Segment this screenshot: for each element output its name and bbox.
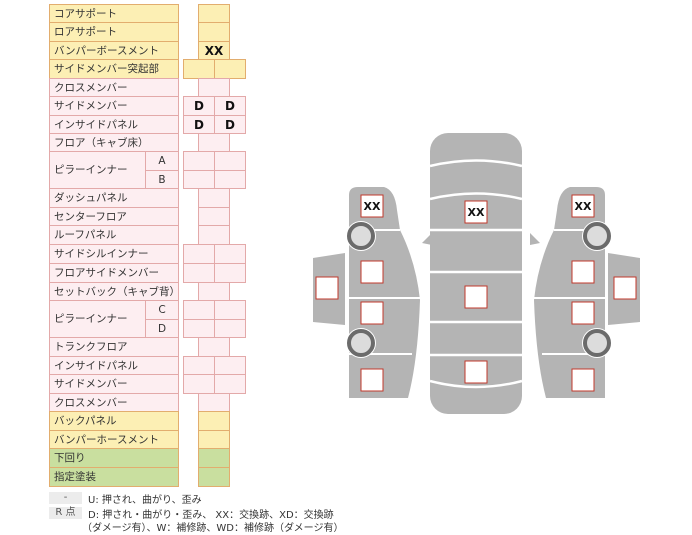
part-label: トランクフロア: [49, 337, 179, 357]
part-label: バックパネル: [49, 411, 179, 431]
result-cell-right: [214, 319, 246, 338]
result-cell-right: [214, 170, 246, 189]
part-label: サイドメンバー突起部: [49, 59, 179, 79]
legend-key-dash: -: [49, 492, 82, 504]
result-cell-right: [214, 59, 246, 79]
marker-right-front: [571, 194, 595, 218]
legend-text-w: （ダメージ有）、W：補修跡、WD：補修跡（ダメージ有）: [82, 523, 344, 534]
car-left-side-view: [313, 187, 421, 398]
part-label: ピラーインナー: [49, 300, 146, 339]
result-cell-right: D: [214, 115, 246, 134]
result-cell-right: [214, 263, 246, 283]
marker-left-middle_front: [360, 260, 384, 284]
car-right-side-view: [533, 187, 640, 398]
part-label: 指定塗装: [49, 467, 179, 487]
part-label: バンパーボースメント: [49, 41, 179, 60]
damage-markers: XX XX XX: [315, 194, 637, 392]
marker-right-door: [613, 276, 637, 300]
result-cell: XX: [198, 41, 230, 60]
part-label: フロアサイドメンバー: [49, 263, 179, 283]
marker-label: XX: [364, 200, 381, 213]
marker-right-middle_front: [571, 260, 595, 284]
legend-text-d: D: 押され・曲がり・歪み、 XX：交換跡、XD：交換跡: [88, 510, 334, 521]
part-label: バンパーホースメント: [49, 430, 179, 449]
marker-left-middle_rear: [360, 301, 384, 325]
legend-text-u: U: 押され、曲がり、歪み: [88, 495, 202, 506]
marker-center-front: [464, 200, 488, 224]
marker-left-front: [360, 194, 384, 218]
marker-right-rear: [571, 368, 595, 392]
legend-key-r: R 点: [49, 507, 82, 519]
result-cell: [198, 467, 230, 487]
marker-label: XX: [468, 206, 485, 219]
marker-right-middle_rear: [571, 301, 595, 325]
marker-left-door: [315, 276, 339, 300]
part-label: インサイドパネル: [49, 356, 179, 375]
marker-label: XX: [575, 200, 592, 213]
marker-center-middle: [464, 285, 488, 309]
car-top-view: [422, 133, 540, 414]
marker-left-rear: [360, 368, 384, 392]
result-cell-right: [214, 374, 246, 394]
marker-center-rear: [464, 360, 488, 384]
